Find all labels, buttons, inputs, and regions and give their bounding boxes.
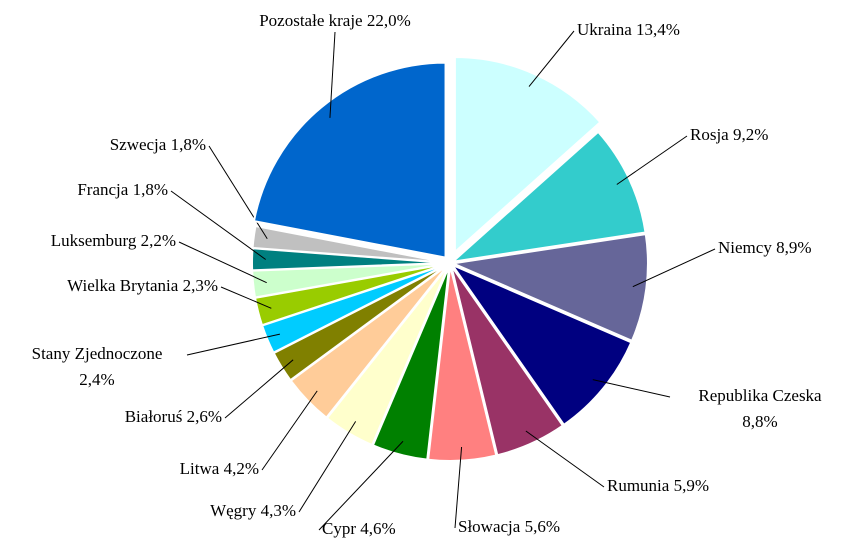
leader-line <box>261 390 318 471</box>
category-name: Niemcy <box>718 238 772 257</box>
value-label: 1,8% <box>171 135 206 154</box>
leader-line <box>186 333 281 356</box>
leader-line <box>592 379 671 398</box>
leader-line <box>298 421 357 513</box>
slice-label: Węgry 4,3% <box>210 501 296 520</box>
category-name: Stany Zjednoczone <box>32 344 163 363</box>
leader-line <box>208 145 268 240</box>
leader-line <box>170 190 266 260</box>
pie-slice <box>251 224 448 264</box>
category-name: Pozostałe kraje <box>259 11 362 30</box>
leader-line <box>318 440 404 531</box>
pie-slice <box>427 265 498 462</box>
slice-label: Ukraina 13,4% <box>577 20 680 39</box>
value-label: 2,3% <box>183 276 218 295</box>
slice-label: Szwecja 1,8% <box>110 135 206 154</box>
slice-label: Rumunia 5,9% <box>607 476 709 495</box>
category-name: Litwa <box>180 459 220 478</box>
value-label: 13,4% <box>636 20 680 39</box>
pie-slice <box>449 232 649 343</box>
category-name: Cypr <box>322 519 356 538</box>
value-label: 4,2% <box>224 459 259 478</box>
category-name: Białoruś <box>125 407 183 426</box>
leader-line <box>454 446 463 529</box>
category-name: Rosja <box>690 125 729 144</box>
pie-slice <box>449 130 647 264</box>
category-name: Luksemburg <box>51 231 137 250</box>
category-name: Słowacja <box>458 517 521 536</box>
value-label: 4,6% <box>360 519 395 538</box>
pie-slice <box>252 61 447 259</box>
leader-line <box>616 135 688 185</box>
leader-line <box>525 430 605 488</box>
value-label: 5,9% <box>674 476 709 495</box>
value-label: 9,2% <box>733 125 768 144</box>
value-label: 2,2% <box>141 231 176 250</box>
pie-slice <box>449 262 633 427</box>
category-name: Francja <box>77 180 128 199</box>
category-name: Węgry <box>210 501 257 520</box>
value-label: 22,0% <box>367 11 411 30</box>
value-label: 8,8% <box>742 412 777 431</box>
leader-line <box>329 31 336 118</box>
value-label: 4,3% <box>261 501 296 520</box>
value-label: 5,6% <box>525 517 560 536</box>
slice-label: Litwa 4,2% <box>180 459 259 478</box>
value-label: 1,8% <box>133 180 168 199</box>
slice-label: Białoruś 2,6% <box>125 407 222 426</box>
slice-label: Cypr 4,6% <box>322 519 396 538</box>
slice-label: Rosja 9,2% <box>690 125 768 144</box>
leader-line <box>220 286 272 309</box>
value-label: 2,4% <box>79 370 114 389</box>
pie-slice <box>450 265 565 457</box>
slice-label: Pozostałe kraje 22,0% <box>259 11 411 30</box>
slice-label: Luksemburg 2,2% <box>51 231 176 250</box>
category-name: Rumunia <box>607 476 670 495</box>
slice-label: Stany Zjednoczone 2,4% <box>32 344 163 389</box>
leader-line <box>632 248 716 288</box>
leader-line <box>224 359 294 419</box>
category-name: Szwecja <box>110 135 167 154</box>
slice-label: Francja 1,8% <box>77 180 168 199</box>
value-label: 2,6% <box>187 407 222 426</box>
slice-label: Słowacja 5,6% <box>458 517 560 536</box>
leader-line <box>528 30 575 87</box>
pie-slice <box>453 56 602 255</box>
slice-label: Republika Czeska 8,8% <box>698 386 822 431</box>
leader-line <box>178 241 267 284</box>
category-name: Wielka Brytania <box>67 276 179 295</box>
value-label: 8,9% <box>776 238 811 257</box>
slice-label: Niemcy 8,9% <box>718 238 812 257</box>
category-name: Republika Czeska <box>698 386 822 405</box>
category-name: Ukraina <box>577 20 632 39</box>
slice-label: Wielka Brytania 2,3% <box>67 276 218 295</box>
